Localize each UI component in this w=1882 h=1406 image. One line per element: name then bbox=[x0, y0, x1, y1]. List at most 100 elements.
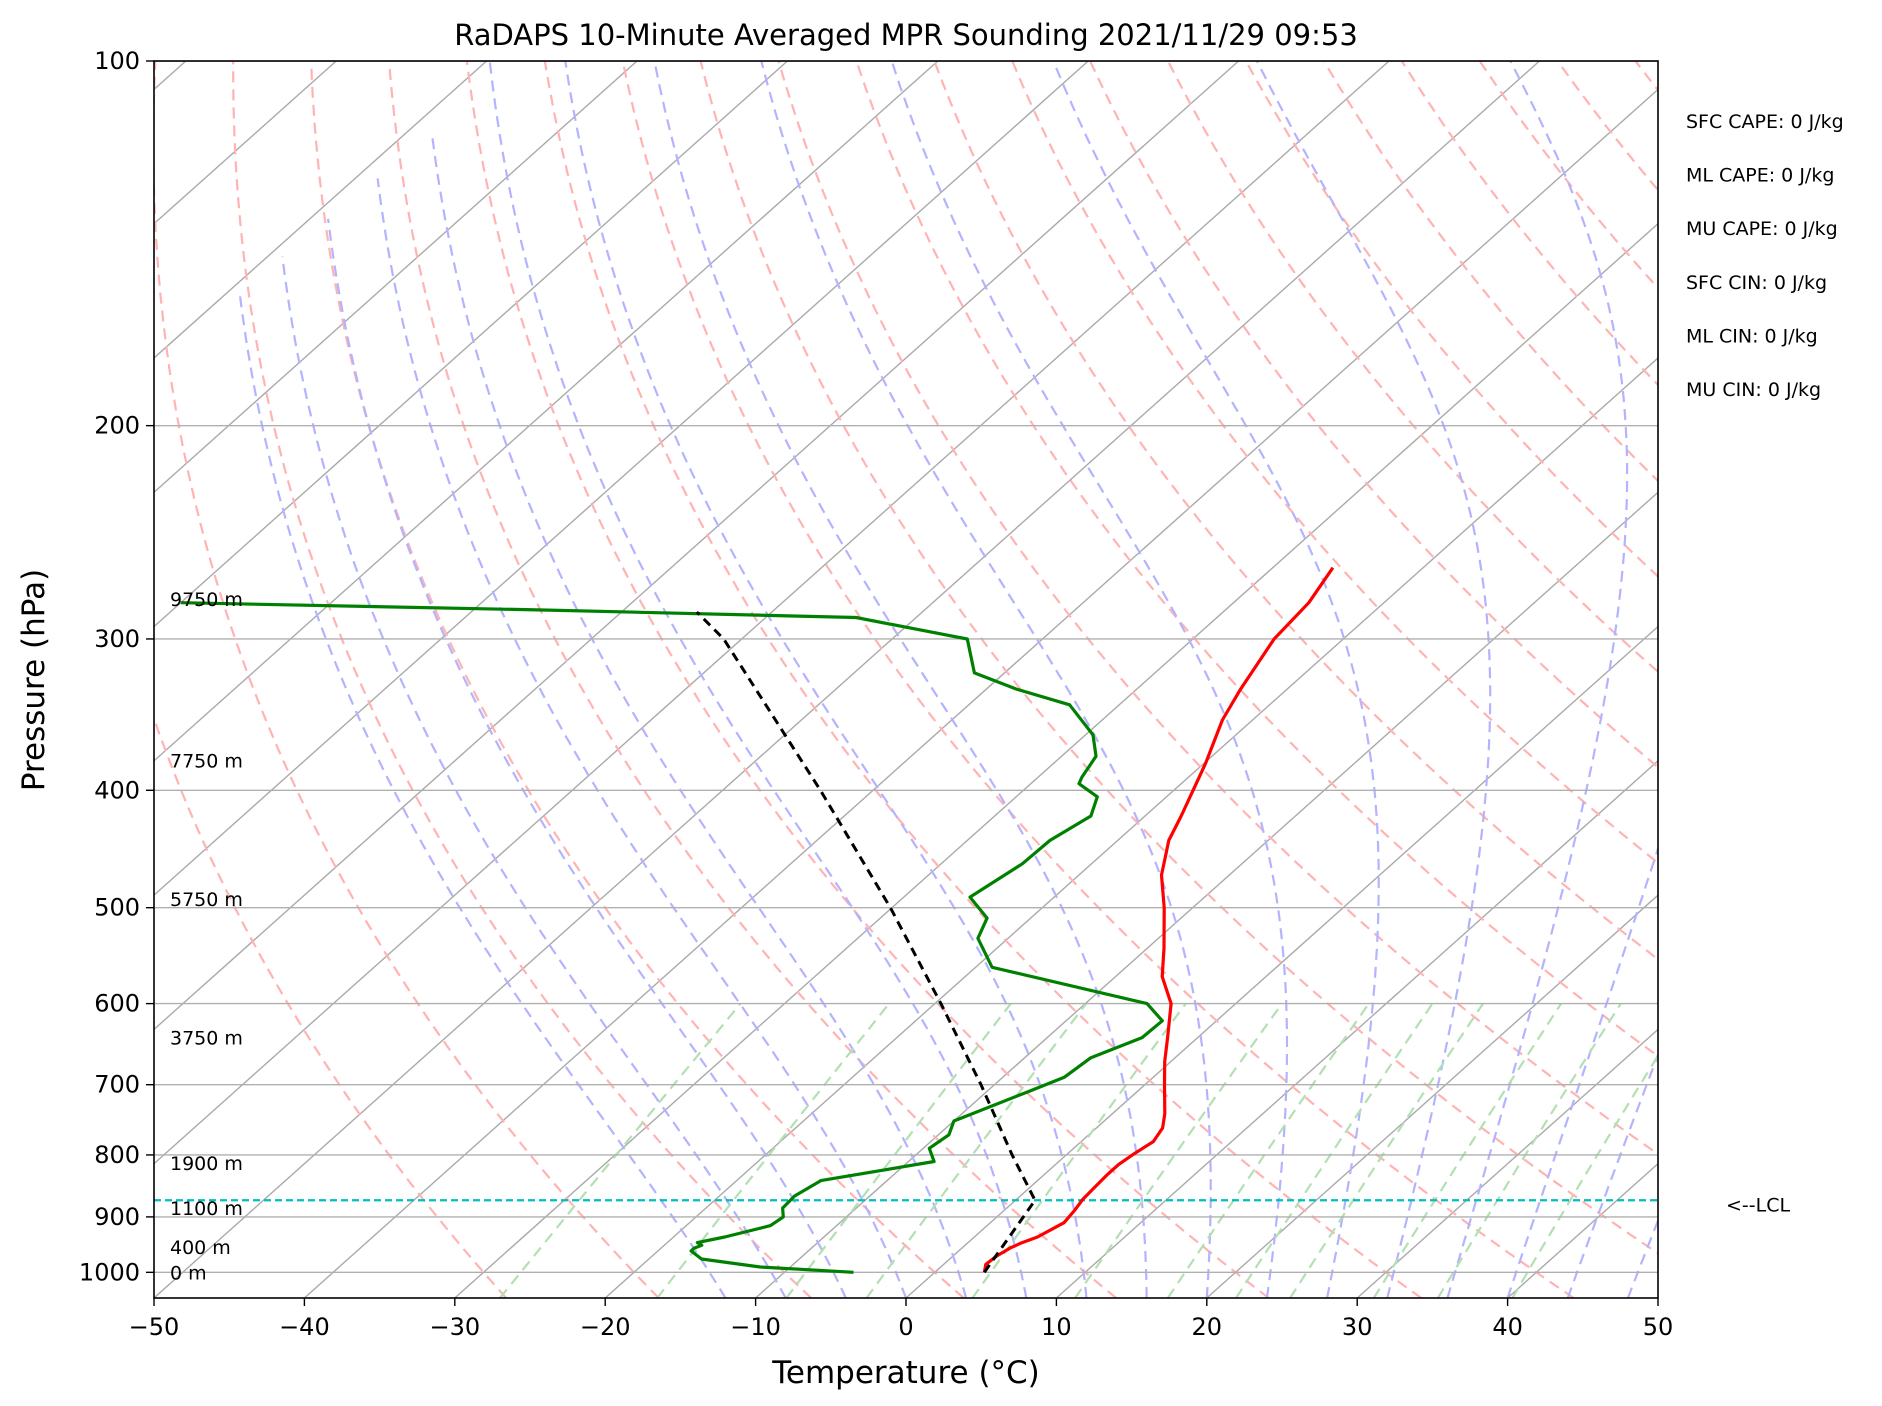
dry-adiabat-line bbox=[1870, 62, 1882, 1298]
mixing-ratio-line bbox=[499, 1002, 742, 1298]
y-tick-label: 400 bbox=[94, 776, 140, 804]
isotherm-line bbox=[1507, 1162, 1658, 1298]
dry-adiabat-line bbox=[1323, 61, 1658, 483]
x-tick-label: 10 bbox=[1041, 1313, 1072, 1341]
isotherm-line bbox=[1206, 894, 1658, 1298]
height-label: 1900 m bbox=[170, 1153, 243, 1175]
moist-adiabat-line bbox=[1566, 1051, 1658, 1298]
dry-adiabat-line bbox=[855, 61, 1658, 1058]
y-tick-label: 100 bbox=[94, 47, 140, 75]
index-label: SFC CAPE: 0 J/kg bbox=[1686, 111, 1844, 133]
isotherm-line bbox=[154, 61, 488, 359]
dry-adiabat-line bbox=[1635, 61, 1658, 92]
y-tick-label: 300 bbox=[94, 625, 140, 653]
height-label: 0 m bbox=[170, 1262, 207, 1284]
isotherm-line bbox=[905, 625, 1658, 1298]
dry-adiabat-line bbox=[465, 61, 1270, 1298]
dry-adiabat-line bbox=[777, 61, 1658, 1156]
x-tick-label: 30 bbox=[1342, 1313, 1373, 1341]
pressure-grid bbox=[154, 61, 1658, 1274]
moist-adiabat-line bbox=[238, 291, 727, 1298]
dry-adiabat-line bbox=[154, 715, 507, 1298]
dry-adiabat-line bbox=[1479, 61, 1658, 290]
y-tick-label: 200 bbox=[94, 412, 140, 440]
x-tick-label: −20 bbox=[580, 1313, 631, 1341]
dry-adiabat-line bbox=[1167, 61, 1658, 674]
temperature-profile-line bbox=[982, 566, 1335, 1273]
index-label: ML CIN: 0 J/kg bbox=[1686, 325, 1818, 347]
x-axis-label: Temperature (°C) bbox=[771, 1355, 1040, 1391]
isotherm-line bbox=[303, 88, 1658, 1298]
dry-adiabat-line bbox=[1557, 61, 1658, 192]
mixing-ratio-line bbox=[1511, 1053, 1658, 1298]
mixing-ratio-line bbox=[656, 1002, 890, 1298]
y-tick-label: 700 bbox=[94, 1071, 140, 1099]
mixing-ratio-line bbox=[1166, 1002, 1370, 1298]
isotherm-line bbox=[1055, 759, 1658, 1298]
y-tick-label: 1000 bbox=[79, 1258, 140, 1286]
mixing-ratio-line bbox=[1372, 1003, 1563, 1298]
dry-adiabat-line bbox=[1245, 61, 1658, 578]
moist-adiabat-line bbox=[430, 134, 968, 1298]
height-label: 400 m bbox=[170, 1237, 231, 1259]
mixing-ratio-line bbox=[785, 1002, 1012, 1298]
x-tick-label: 50 bbox=[1643, 1313, 1674, 1341]
mixing-ratio-line bbox=[1436, 1003, 1622, 1298]
mixing-ratio-line bbox=[1074, 1002, 1283, 1298]
lcl-label: <--LCL bbox=[1726, 1194, 1790, 1216]
isotherm-line bbox=[154, 61, 788, 628]
isotherm-line bbox=[154, 61, 1089, 897]
y-axis-label: Pressure (hPa) bbox=[16, 569, 52, 791]
isotherm-line bbox=[1356, 1028, 1658, 1298]
height-label: 5750 m bbox=[170, 889, 243, 911]
dry-adiabat-line bbox=[388, 61, 1117, 1298]
height-label: 9750 m bbox=[170, 589, 243, 611]
moist-adiabat-line bbox=[653, 61, 1148, 1298]
moist-adiabat-line bbox=[1506, 845, 1658, 1298]
index-label: MU CIN: 0 J/kg bbox=[1686, 379, 1821, 401]
index-label: SFC CIN: 0 J/kg bbox=[1686, 272, 1827, 294]
isotherm-line bbox=[154, 61, 638, 494]
moist-adiabat-line bbox=[890, 61, 1289, 1298]
moist-adiabat-line bbox=[1256, 61, 1492, 1298]
x-tick-label: −10 bbox=[730, 1313, 781, 1341]
annotation-labels: 0 m 400 m 1100 m 1900 m 3750 m 5750 m 7750 m 97… bbox=[170, 111, 1844, 1284]
dewpoint-profile-line bbox=[180, 601, 1164, 1274]
dry-adiabat-line bbox=[543, 61, 1422, 1298]
dry-adiabat-line bbox=[1011, 61, 1658, 865]
index-label: ML CAPE: 0 J/kg bbox=[1686, 165, 1834, 187]
y-tick-label: 600 bbox=[94, 990, 140, 1018]
x-tick-label: 0 bbox=[898, 1313, 913, 1341]
chart-title: RaDAPS 10-Minute Averaged MPR Sounding 2… bbox=[454, 18, 1358, 52]
height-label: 3750 m bbox=[170, 1028, 243, 1050]
dry-adiabat-line bbox=[154, 61, 660, 1298]
mixing-ratio-line bbox=[971, 1002, 1187, 1298]
isotherm-line bbox=[154, 61, 1540, 1298]
height-label: 1100 m bbox=[170, 1198, 243, 1220]
dry-adiabat-line bbox=[310, 61, 965, 1298]
x-tick-label: 20 bbox=[1192, 1313, 1223, 1341]
moist-adiabat-line bbox=[488, 61, 1028, 1298]
moist-adiabat-line bbox=[1626, 1217, 1658, 1298]
isotherm-line bbox=[454, 222, 1658, 1298]
mixing-ratio-line bbox=[1235, 1002, 1434, 1298]
y-tick-label: 500 bbox=[94, 894, 140, 922]
y-tick-label: 800 bbox=[94, 1141, 140, 1169]
moist-adiabat-line bbox=[327, 218, 847, 1298]
isotherm-line bbox=[1808, 61, 1882, 1298]
moist-adiabat-line bbox=[1052, 61, 1380, 1298]
x-tick-label: −30 bbox=[429, 1313, 480, 1341]
x-tick-label: −50 bbox=[129, 1313, 180, 1341]
x-tick-label: −40 bbox=[279, 1313, 330, 1341]
mixing-ratio-line bbox=[865, 1002, 1087, 1298]
isotherm-line bbox=[154, 61, 1240, 1031]
moist-adiabat-line bbox=[564, 61, 1088, 1298]
moist-adiabat-line bbox=[376, 178, 908, 1298]
moist-adiabat-line bbox=[281, 256, 787, 1298]
dry-adiabat-line bbox=[1714, 62, 1882, 1298]
index-label: MU CAPE: 0 J/kg bbox=[1686, 218, 1838, 240]
dry-adiabat-line bbox=[1401, 61, 1658, 387]
mixing-ratio-line bbox=[1289, 1002, 1485, 1298]
moist-adiabat-line bbox=[1446, 61, 1629, 1298]
